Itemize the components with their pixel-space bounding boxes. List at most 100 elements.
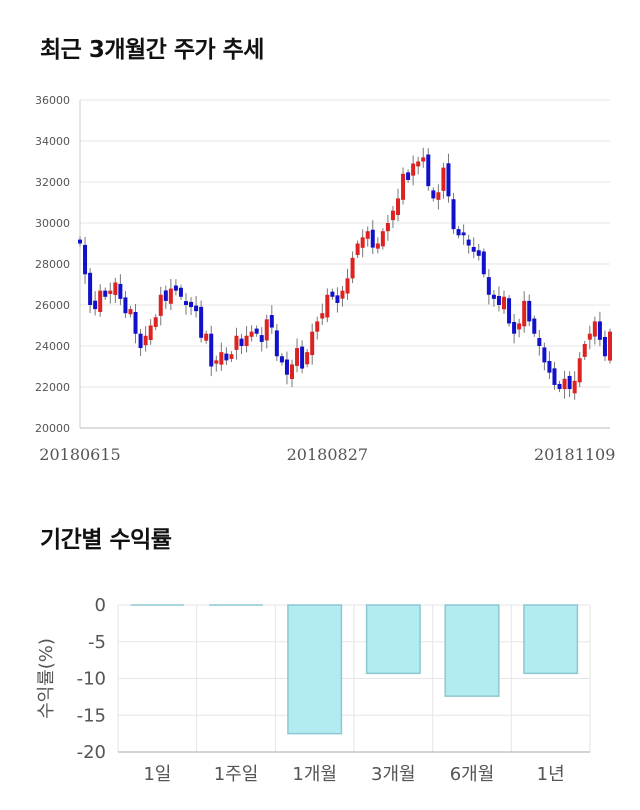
y-tick-label: 34000: [35, 135, 70, 148]
candle-body: [325, 294, 330, 318]
candle-body: [602, 336, 607, 357]
candle-body: [491, 294, 496, 299]
candle-body: [532, 318, 537, 334]
candle-body: [517, 323, 522, 330]
return-bar: [444, 604, 500, 697]
candle-body: [396, 198, 400, 216]
candle-body: [542, 347, 547, 363]
candle-body: [214, 360, 219, 364]
x-tick-label: 6개월: [450, 764, 495, 785]
candle-body: [502, 296, 506, 310]
candle-body: [471, 246, 476, 252]
candle-body: [481, 251, 486, 275]
candle-body: [123, 297, 128, 314]
y-tick-label: 32000: [35, 176, 70, 189]
x-tick-label: 20181109: [534, 445, 615, 464]
candle-body: [254, 328, 259, 334]
candle-body: [224, 353, 229, 361]
y-tick-label: 24000: [35, 340, 70, 353]
candle-body: [320, 313, 325, 319]
candle-body: [315, 321, 320, 332]
candle-body: [249, 331, 254, 337]
x-tick-label: 20180615: [39, 445, 120, 464]
candle-body: [431, 190, 436, 199]
candle-body: [527, 300, 532, 322]
return-bar: [287, 604, 343, 735]
candle-body: [199, 306, 204, 338]
candle-body: [330, 291, 335, 297]
return-bar: [523, 604, 579, 675]
candle-body: [436, 192, 441, 200]
x-tick-label: 1년: [537, 764, 565, 785]
candle-body: [173, 285, 178, 291]
candle-body: [98, 290, 103, 312]
candle-body: [290, 364, 294, 380]
candle-body: [345, 278, 350, 294]
candle-body: [486, 277, 491, 295]
candle-body: [522, 300, 527, 327]
candle-body: [547, 360, 552, 373]
candle-body: [118, 283, 123, 299]
candle-body: [335, 295, 340, 303]
candle-body: [184, 301, 188, 305]
candle-body: [496, 295, 501, 305]
candle-body: [194, 305, 199, 312]
candle-body: [93, 300, 98, 310]
x-tick-label: 1일: [143, 764, 171, 785]
candle-body: [537, 338, 542, 346]
candle-body: [416, 161, 421, 167]
candle-body: [370, 229, 375, 248]
candle-body: [310, 331, 315, 356]
candle-body: [406, 172, 411, 180]
candle-body: [451, 199, 456, 230]
candle-body: [355, 243, 360, 255]
candle-body: [128, 309, 133, 315]
candle-body: [572, 380, 577, 394]
candle-body: [239, 338, 244, 346]
x-tick-label: 20180827: [287, 445, 368, 464]
y-axis-label: 수익률(%): [36, 638, 57, 719]
candle-body: [138, 333, 143, 349]
candle-body: [466, 239, 471, 246]
candle-body: [163, 290, 168, 301]
candle-body: [143, 335, 148, 346]
return-bar-chart: 0 -5 -10 -15 -20 1일 1주일 1개월 3개월 6개월 1년 수익률(%): [36, 595, 591, 785]
y-tick-label: -15: [77, 705, 106, 726]
candles: [78, 147, 612, 400]
candle-body: [204, 333, 209, 341]
candle-body: [401, 173, 406, 200]
candle-body: [103, 290, 108, 297]
candle-body: [360, 237, 365, 248]
candle-body: [552, 368, 557, 385]
candle-body: [133, 311, 138, 334]
candle-body: [587, 333, 592, 340]
candle-body: [421, 157, 426, 162]
y-tick-label: -5: [88, 632, 106, 653]
candle-body: [88, 272, 93, 305]
candle-body: [557, 383, 562, 390]
candle-body: [608, 331, 612, 361]
candle-body: [597, 321, 602, 340]
candle-body: [441, 167, 446, 191]
candle-body: [507, 298, 512, 324]
candle-body: [385, 223, 390, 232]
candle-body: [229, 354, 234, 359]
candle-body: [219, 352, 224, 365]
candle-body: [300, 346, 305, 369]
candle-body: [340, 290, 345, 299]
candle-body: [461, 232, 466, 236]
y-tick-label: -20: [77, 742, 106, 763]
candle-body: [426, 154, 431, 187]
candle-body: [295, 348, 300, 366]
candle-body: [108, 290, 113, 294]
candle-body: [365, 231, 370, 239]
candle-body: [577, 358, 582, 383]
candle-body: [269, 315, 274, 328]
candle-body: [350, 257, 355, 279]
candle-body: [244, 335, 249, 346]
candle-body: [476, 250, 481, 256]
y-tick-label: 26000: [35, 299, 70, 312]
candle-body: [78, 239, 82, 244]
candle-body: [148, 325, 153, 341]
candle-body: [305, 352, 310, 365]
